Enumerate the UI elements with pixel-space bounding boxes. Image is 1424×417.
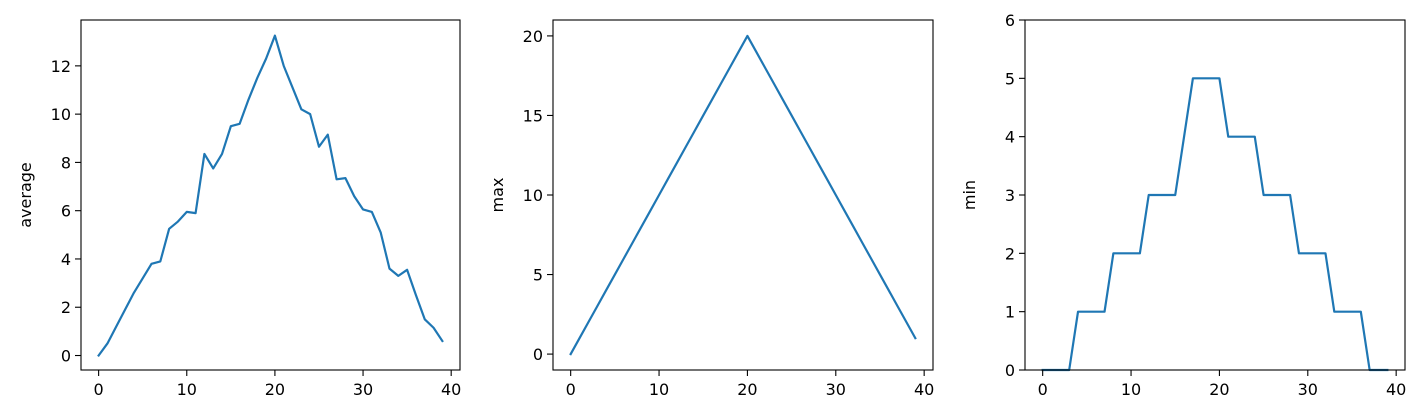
y-tick-label: 0	[533, 345, 543, 364]
x-tick-label: 40	[914, 380, 934, 399]
y-tick-label: 12	[51, 57, 71, 76]
axes-frame	[80, 19, 461, 371]
y-tick-label: 2	[1005, 244, 1015, 263]
series-line	[1041, 77, 1389, 372]
x-tick-label: 40	[441, 380, 461, 399]
x-tick-label: 30	[1298, 380, 1318, 399]
x-tick-label: 20	[1209, 380, 1229, 399]
y-axis-label: max	[488, 178, 507, 213]
x-tick-label: 20	[265, 380, 285, 399]
subplot-max: 0 10 20 30 40 0 5 10 15 20 max	[488, 19, 934, 399]
x-tick-label: 0	[94, 380, 104, 399]
y-axis-label: min	[960, 180, 979, 210]
y-axis-label: average	[16, 162, 35, 228]
y-tick-label: 10	[523, 186, 543, 205]
x-tick-label: 10	[177, 380, 197, 399]
x-tick-label: 0	[566, 380, 576, 399]
y-tick-label: 6	[1005, 11, 1015, 30]
y-tick-label: 2	[61, 298, 71, 317]
x-tick-label: 40	[1386, 380, 1406, 399]
x-tick-label: 0	[1038, 380, 1048, 399]
x-tick-label: 10	[1121, 380, 1141, 399]
y-tick-label: 4	[1005, 128, 1015, 147]
y-tick-label: 0	[61, 347, 71, 366]
y-tick-label: 8	[61, 153, 71, 172]
y-tick-label: 1	[1005, 303, 1015, 322]
y-tick-label: 5	[533, 266, 543, 285]
subplot-min: 0 10 20 30 40 0 1 2 3 4 5 6 min	[960, 11, 1406, 399]
x-tick-label: 30	[826, 380, 846, 399]
y-tick-label: 10	[51, 105, 71, 124]
x-tick-label: 30	[353, 380, 373, 399]
y-tick-label: 5	[1005, 69, 1015, 88]
series-line	[569, 34, 917, 356]
y-tick-label: 0	[1005, 361, 1015, 380]
y-tick-label: 20	[523, 27, 543, 46]
y-tick-label: 15	[523, 106, 543, 125]
axes-frame	[1024, 19, 1406, 371]
series-line	[97, 34, 444, 358]
y-tick-label: 6	[61, 202, 71, 221]
axes-frame	[552, 19, 934, 371]
subplot-average: 0 10 20 30 40 0 2 4 6 8 10 12 average	[16, 19, 461, 399]
x-tick-label: 20	[737, 380, 757, 399]
x-tick-label: 10	[649, 380, 669, 399]
y-tick-label: 3	[1005, 186, 1015, 205]
y-tick-label: 4	[61, 250, 71, 269]
